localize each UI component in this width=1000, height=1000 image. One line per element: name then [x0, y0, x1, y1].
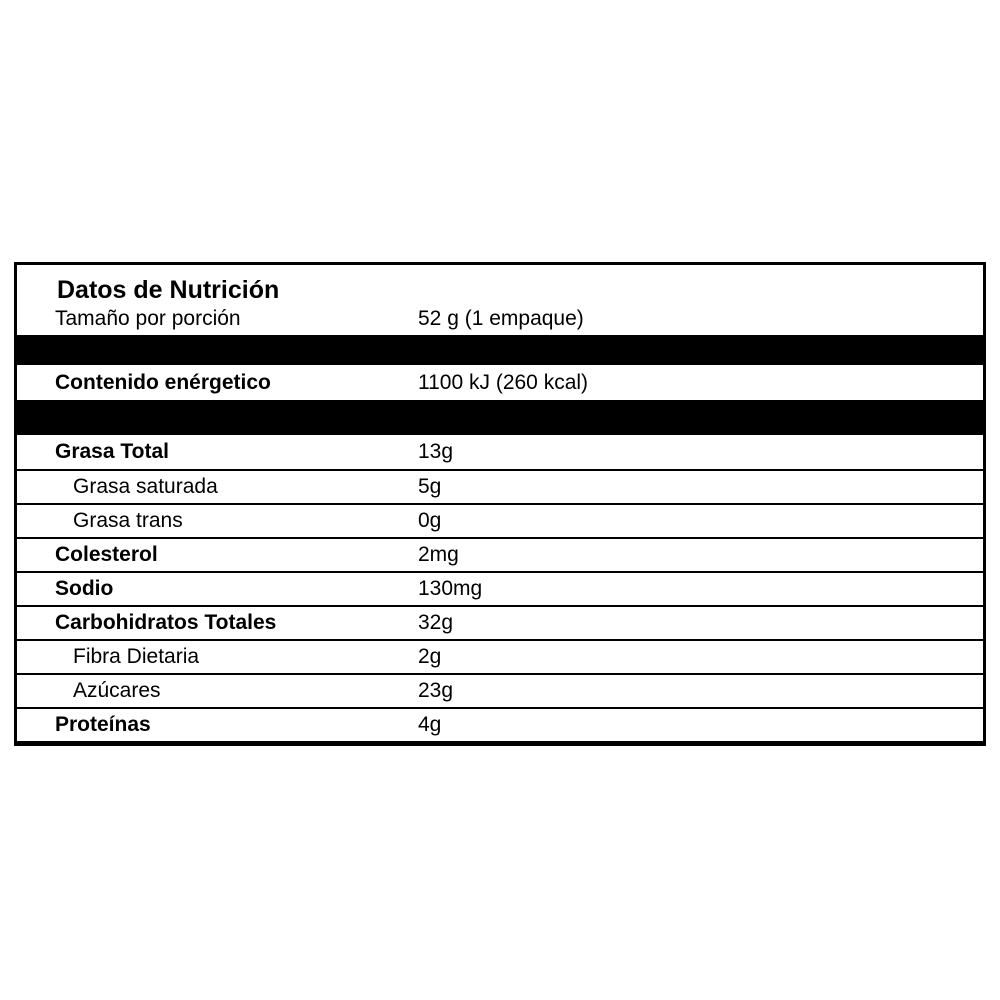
nutrient-value: 4g [418, 713, 442, 736]
label-title-row: Datos de Nutrición [17, 265, 983, 303]
nutrient-row-total-carbohydrates: Carbohidratos Totales 32g [17, 605, 983, 639]
serving-size-row: Tamaño por porción 52 g (1 empaque) [17, 303, 983, 335]
nutrient-row-cholesterol: Colesterol 2mg [17, 537, 983, 571]
serving-size-label: Tamaño por porción [55, 307, 241, 330]
nutrient-value: 32g [418, 611, 454, 634]
nutrient-row-sodium: Sodio 130mg [17, 571, 983, 605]
nutrient-row-protein: Proteínas 4g [17, 707, 983, 741]
nutrient-label: Azúcares [73, 679, 161, 702]
nutrient-row-total-fat: Grasa Total 13g [17, 435, 983, 469]
label-title: Datos de Nutrición [57, 275, 280, 304]
nutrient-value: 0g [418, 509, 442, 532]
nutrient-row-trans-fat: Grasa trans 0g [17, 503, 983, 537]
nutrient-row-sugars: Azúcares 23g [17, 673, 983, 707]
nutrient-value: 2g [418, 645, 442, 668]
nutrient-label: Grasa saturada [73, 475, 218, 498]
divider-bar-middle [17, 400, 983, 435]
nutrient-label: Fibra Dietaria [73, 645, 200, 668]
nutrient-value: 23g [418, 679, 454, 702]
nutrient-label: Grasa trans [73, 509, 183, 532]
nutrient-label: Proteínas [55, 713, 151, 736]
nutrient-value: 2mg [418, 543, 459, 566]
nutrient-value: 13g [418, 440, 454, 463]
nutrient-label: Sodio [55, 577, 114, 600]
energy-content-row: Contenido enérgetico 1100 kJ (260 kcal) [17, 365, 983, 400]
nutrient-label: Colesterol [55, 543, 158, 566]
nutrient-value: 5g [418, 475, 442, 498]
nutrient-row-dietary-fiber: Fibra Dietaria 2g [17, 639, 983, 673]
nutrient-label: Grasa Total [55, 440, 169, 463]
nutrition-facts-label: Datos de Nutrición Tamaño por porción 52… [14, 262, 986, 746]
nutrient-value: 130mg [418, 577, 483, 600]
energy-content-label: Contenido enérgetico [55, 370, 271, 394]
serving-size-value: 52 g (1 empaque) [418, 307, 584, 330]
divider-bar-top [17, 335, 983, 365]
nutrient-label: Carbohidratos Totales [55, 611, 277, 634]
energy-content-value: 1100 kJ (260 kcal) [418, 370, 589, 394]
nutrient-row-saturated-fat: Grasa saturada 5g [17, 469, 983, 503]
